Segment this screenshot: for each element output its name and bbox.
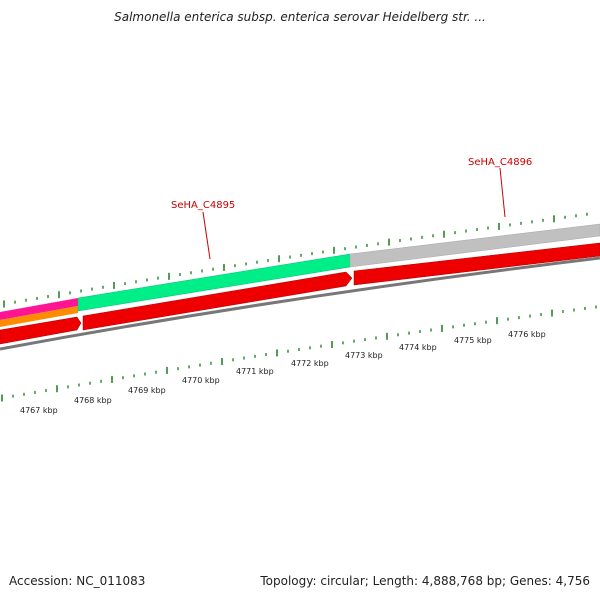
- gene-seha-c4896[interactable]: [349, 223, 600, 268]
- scale-label: 4774 kbp: [399, 343, 437, 352]
- map-title: Salmonella enterica subsp. enterica sero…: [114, 10, 486, 24]
- scale-label: 4775 kbp: [454, 336, 492, 345]
- accession-text: Accession: NC_011083: [9, 574, 146, 588]
- gene-label-leader-c4896: [499, 167, 506, 218]
- scale-labels: 4767 kbp 4768 kbp 4769 kbp 4770 kbp 4771…: [20, 330, 546, 415]
- scale-label: 4772 kbp: [291, 359, 329, 368]
- cds-arrow-middle[interactable]: [82, 271, 353, 331]
- scale-label: 4767 kbp: [20, 406, 58, 415]
- pink-feature[interactable]: [0, 298, 78, 320]
- scale-label: 4770 kbp: [182, 376, 220, 385]
- gene-label-c4896: SeHA_C4896: [468, 157, 532, 168]
- scale-label: 4773 kbp: [345, 351, 383, 360]
- scale-label: 4776 kbp: [508, 330, 546, 339]
- backbone-line: [0, 256, 600, 351]
- cds-arrow-left[interactable]: [0, 316, 82, 345]
- feature-tracks: [0, 223, 600, 351]
- lower-tick-track: [1, 305, 597, 402]
- cds-arrow-right[interactable]: [353, 242, 600, 286]
- scale-label: 4769 kbp: [128, 386, 166, 395]
- orange-feature[interactable]: [0, 306, 78, 327]
- scale-label: 4768 kbp: [74, 396, 112, 405]
- topology-summary: Topology: circular; Length: 4,888,768 bp…: [260, 574, 590, 588]
- upper-tick-track: [3, 212, 588, 308]
- gene-label-c4895: SeHA_C4895: [171, 200, 235, 211]
- scale-label: 4771 kbp: [236, 367, 274, 376]
- gene-label-leader-c4895: [202, 211, 211, 260]
